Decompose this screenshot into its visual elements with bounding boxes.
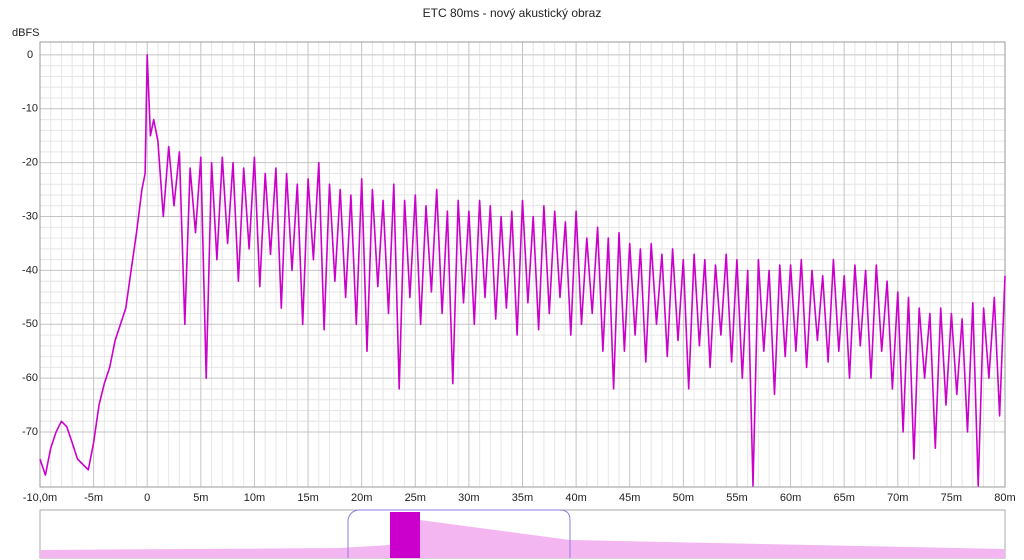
y-axis-label: dBFS xyxy=(12,27,40,39)
x-tick-label: 30m xyxy=(458,492,479,504)
y-tick-label: -60 xyxy=(22,372,38,384)
x-tick-label: -10,0m xyxy=(23,492,57,504)
y-tick-label: -70 xyxy=(22,426,38,438)
grid xyxy=(39,42,1006,487)
x-tick-label: 15m xyxy=(297,492,318,504)
overview-window xyxy=(390,512,420,558)
y-tick-label: -50 xyxy=(22,318,38,330)
x-tick-label: 80m xyxy=(994,492,1015,504)
overview-selection[interactable] xyxy=(347,509,571,558)
x-tick-label: 65m xyxy=(833,492,854,504)
x-tick-label: -5m xyxy=(84,492,103,504)
chart-title: ETC 80ms - nový akustický obraz xyxy=(423,6,602,20)
y-tick-label: -30 xyxy=(22,210,38,222)
x-tick-label: 40m xyxy=(565,492,586,504)
x-tick-label: 0 xyxy=(144,492,150,504)
y-tick-label: -20 xyxy=(22,157,38,169)
x-tick-label: 60m xyxy=(780,492,801,504)
x-tick-label: 55m xyxy=(726,492,747,504)
x-tick-label: 50m xyxy=(673,492,694,504)
x-tick-label: 45m xyxy=(619,492,640,504)
overview[interactable] xyxy=(39,509,1006,559)
y-tick-label: -40 xyxy=(22,264,38,276)
x-tick-label: 5m xyxy=(193,492,208,504)
x-tick-label: 75m xyxy=(941,492,962,504)
x-tick-label: 20m xyxy=(351,492,372,504)
x-tick-label: 35m xyxy=(512,492,533,504)
x-tick-label: 70m xyxy=(887,492,908,504)
plot-frame xyxy=(39,41,1006,488)
x-tick-label: 25m xyxy=(405,492,426,504)
x-tick-label: 10m xyxy=(244,492,265,504)
overview-trace xyxy=(40,512,1005,558)
y-tick-label: -10 xyxy=(22,103,38,115)
y-tick-label: 0 xyxy=(27,49,33,61)
etc-line xyxy=(39,54,1006,487)
